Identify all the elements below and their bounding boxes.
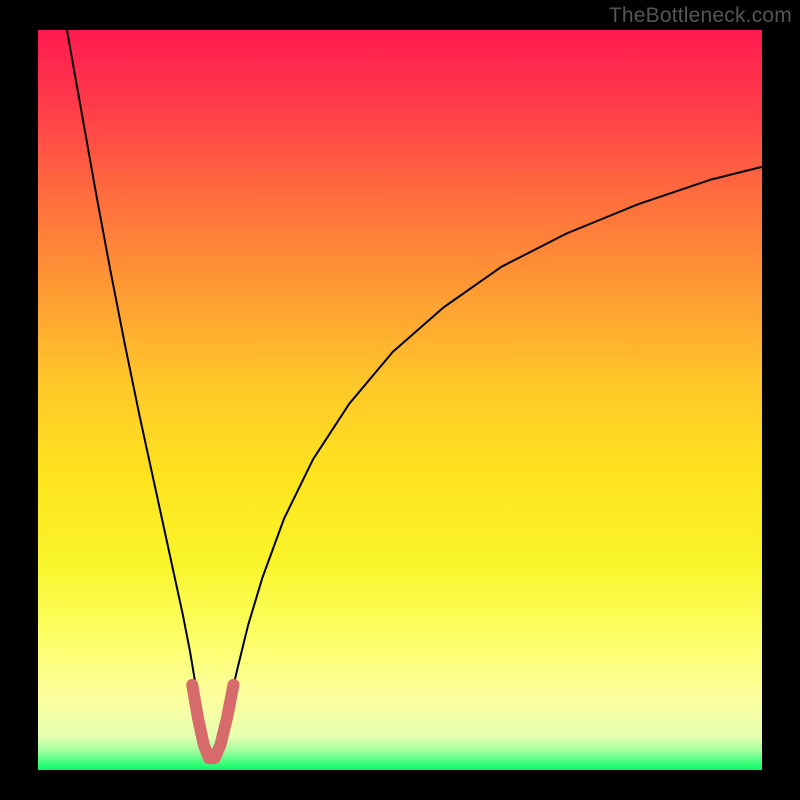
watermark-text: TheBottleneck.com xyxy=(609,4,792,28)
heat-gradient-background xyxy=(38,30,762,770)
plot-area xyxy=(38,30,762,770)
bottleneck-curve-chart xyxy=(38,30,762,770)
chart-container: TheBottleneck.com xyxy=(0,0,800,800)
